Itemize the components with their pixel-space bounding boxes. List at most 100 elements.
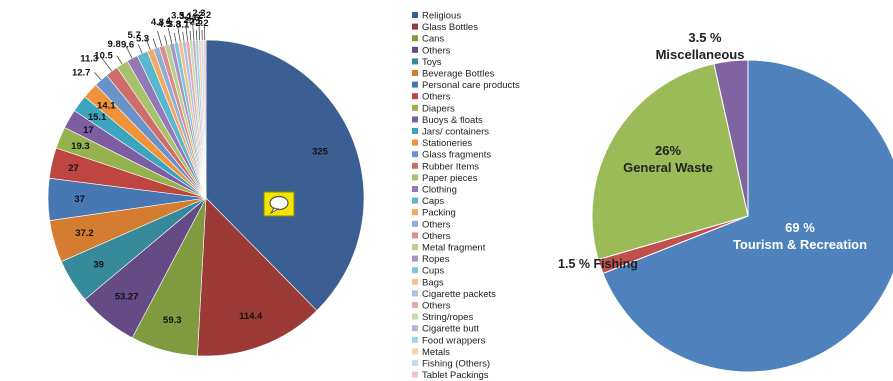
- legend-label-buoys-floats: Buoys & floats: [422, 115, 483, 126]
- leader-line-19: [157, 30, 163, 47]
- pie-slice-value-label: 4.5: [158, 19, 172, 30]
- legend-swatch: [412, 348, 418, 355]
- legend-swatch: [412, 197, 418, 204]
- pie-slice-value-label: 4.8: [151, 17, 164, 28]
- legend-swatch: [412, 290, 418, 297]
- legend-label-caps: Caps: [422, 196, 444, 207]
- pie-slice-miscellaneous: [713, 59, 749, 217]
- legend-swatch: [412, 360, 418, 366]
- legend-swatch: [412, 209, 418, 216]
- leader-line-17: [144, 35, 151, 51]
- legend-swatch: [412, 70, 418, 76]
- legend-swatch: [412, 162, 418, 169]
- legend-swatch: [412, 23, 418, 30]
- pie-slice-value-label: 11.3: [80, 53, 98, 64]
- legend-label-cigarette-packets: Cigarette packets: [422, 289, 496, 300]
- pie-slice-value-label: 10.5: [94, 51, 113, 62]
- legend-label-diapers: Diapers: [422, 103, 455, 114]
- leader-line-15: [124, 43, 133, 59]
- pie-chart-litter-labels: 325 114.4 59.3 53.27 39 37.2 37 27 19.3 17 15.114.…: [68, 8, 328, 326]
- pie-slice-value-label: 2.5: [190, 16, 204, 27]
- pie-slice-value-label: 3.1: [176, 20, 190, 31]
- legend-swatch: [412, 278, 418, 285]
- leader-line-26: [189, 30, 192, 41]
- legend-label-glass-fragments: Glass fragments: [422, 150, 491, 161]
- pie-slice-glass-bottles-1: [197, 197, 318, 357]
- legend-swatch: [412, 116, 418, 123]
- legend-label-stationeries: Stationeries: [422, 138, 472, 149]
- legend-swatch: [412, 46, 418, 53]
- legend-label-metals: Metals: [422, 347, 450, 358]
- leader-line-23: [177, 26, 181, 43]
- legend-swatch: [412, 255, 418, 262]
- legend-swatch: [412, 58, 418, 65]
- pie-slice-value-label: 5.3: [136, 34, 149, 45]
- pie-slice-value-label: 9.8: [108, 39, 121, 50]
- leader-line-28: [195, 30, 198, 41]
- pie-slice-value-label: 114.4: [239, 311, 263, 322]
- legend-swatch: [412, 81, 418, 88]
- legend-label-food-wrappers: Food wrappers: [422, 335, 486, 346]
- comment-note-icon[interactable]: [263, 191, 295, 217]
- leader-line-24: [182, 31, 185, 42]
- legend-swatch: [412, 267, 418, 274]
- pie-chart-litter-sources: [591, 59, 893, 373]
- pie-slice-value-label: 15.1: [88, 112, 107, 123]
- leader-line-14: [116, 55, 123, 65]
- legend-label-metal-fragment: Metal fragment: [422, 243, 486, 254]
- leader-line-29: [198, 24, 200, 41]
- legend-swatch: [412, 128, 418, 134]
- legend-swatch: [412, 220, 418, 227]
- legend-label-cups: Cups: [422, 266, 444, 277]
- pie-slice-value-label: 9.6: [121, 39, 134, 50]
- slice-name-miscellaneous: Miscellaneous: [656, 47, 745, 62]
- slice-value-general-waste: 26%: [655, 143, 681, 158]
- pie-slice-value-label: 37: [74, 194, 85, 205]
- legend-label-string-ropes: String/ropes: [422, 312, 473, 323]
- legend-label-clothing: Clothing: [422, 185, 457, 196]
- legend-label-rubber-items: Rubber Items: [422, 161, 479, 172]
- pie-slice-religious-0: [205, 39, 365, 311]
- pie-chart-litter-sources-labels: 69 % Tourism & Recreation 26% General Waste…: [558, 30, 867, 271]
- legend-swatch: [412, 104, 418, 111]
- legend-swatch: [412, 93, 418, 100]
- legend-swatch: [412, 232, 418, 239]
- pie-slice-value-label: 2.6: [186, 13, 199, 24]
- leader-line-25: [185, 25, 188, 42]
- leader-line-21: [167, 28, 173, 44]
- slice-value-miscellaneous: 3.5 %: [688, 30, 722, 45]
- pie-chart-litter-items: [47, 39, 365, 357]
- legend-swatch: [412, 186, 418, 192]
- legend-label-others: Others: [422, 92, 451, 103]
- slice-name-tourism: Tourism & Recreation: [733, 237, 867, 252]
- pie-slice-tourism-recreation: [602, 59, 893, 373]
- pie-slice-value-label: 14.1: [97, 101, 116, 112]
- legend-label-ropes: Ropes: [422, 254, 450, 265]
- pie-slice-value-label: 27: [68, 163, 79, 174]
- leader-line-27: [192, 24, 195, 41]
- legend-swatch: [412, 302, 418, 308]
- pie-slice-value-label: 3.1: [179, 11, 193, 22]
- leader-line-22: [173, 32, 177, 43]
- legend-swatch: [412, 35, 418, 42]
- leader-line-13: [101, 58, 113, 72]
- legend-label-cigarette-butt: Cigarette butt: [422, 324, 479, 335]
- pie-slice-value-label: 19.3: [71, 141, 90, 152]
- legend-label-others: Others: [422, 45, 451, 56]
- legend-label-glass-bottles: Glass Bottles: [422, 22, 478, 33]
- legend-label-bags: Bags: [422, 277, 444, 288]
- pie-slice-value-label: 325: [312, 146, 329, 157]
- leader-line-20: [164, 35, 168, 45]
- pie-slice-value-label: 2.3: [192, 8, 205, 19]
- legend-label-religious: Religious: [422, 11, 461, 22]
- legend-swatch: [412, 151, 418, 158]
- leader-line-16: [137, 44, 143, 54]
- legend-swatch: [412, 174, 418, 181]
- legend-swatch: [412, 139, 418, 146]
- legend-label-paper-pieces: Paper pieces: [422, 173, 478, 184]
- slice-label-fishing: 1.5 % Fishing: [558, 257, 638, 271]
- pie-slice-value-label: 59.3: [163, 315, 182, 326]
- legend-swatch: [412, 244, 418, 250]
